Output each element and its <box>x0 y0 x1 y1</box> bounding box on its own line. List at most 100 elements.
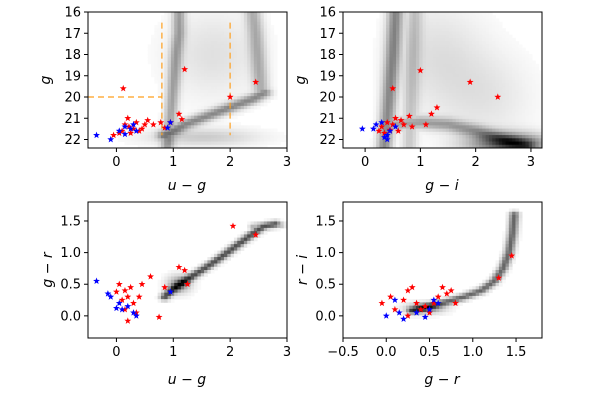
density-cell <box>502 70 506 74</box>
density-cell <box>180 31 185 36</box>
density-cell <box>230 54 235 58</box>
density-cell <box>270 67 275 71</box>
density-cell <box>512 240 516 245</box>
density-cell <box>214 138 218 142</box>
density-cell <box>220 260 225 264</box>
density-cell <box>200 54 205 58</box>
density-cell <box>376 96 380 100</box>
density-cell <box>459 41 463 45</box>
density-cell <box>485 28 490 32</box>
density-cell <box>485 92 490 97</box>
density-cell <box>492 54 496 58</box>
density-cell <box>273 50 278 55</box>
density-cell <box>432 28 437 32</box>
density-cell <box>237 240 241 245</box>
density-cell <box>485 99 490 104</box>
density-cell <box>406 73 410 78</box>
density-cell <box>372 63 377 68</box>
density-cell <box>482 60 487 65</box>
density-cell <box>435 57 440 61</box>
density-cell <box>210 76 215 81</box>
density-cell <box>197 89 202 94</box>
density-cell <box>399 112 404 117</box>
density-cell <box>243 237 248 242</box>
density-cell <box>439 128 443 133</box>
density-cell <box>174 31 178 36</box>
density-cell <box>442 70 447 74</box>
density-cell <box>449 128 453 133</box>
density-cell <box>379 18 384 23</box>
density-cell <box>465 37 470 42</box>
density-cell <box>502 60 506 65</box>
density-cell <box>406 83 410 87</box>
density-cell <box>469 131 473 136</box>
y-tick-label: 18 <box>319 48 336 63</box>
red-star-marker <box>494 93 502 100</box>
density-cell <box>445 118 450 123</box>
density-cell <box>217 37 222 42</box>
density-cell <box>263 144 268 148</box>
density-cell <box>157 41 162 45</box>
red-star-marker <box>127 283 135 291</box>
density-cell <box>505 253 510 258</box>
density-cell <box>512 244 516 248</box>
density-cell <box>184 41 188 45</box>
density-cell <box>263 141 268 146</box>
density-cell <box>257 234 261 239</box>
density-cell <box>237 54 241 58</box>
density-cell <box>415 299 420 303</box>
density-cell <box>204 18 208 23</box>
density-cell <box>455 15 460 19</box>
density-cell <box>435 138 440 142</box>
density-cell <box>250 41 255 45</box>
density-cell <box>227 12 232 16</box>
blue-star-marker <box>395 309 403 316</box>
density-cell <box>475 83 480 87</box>
density-cell <box>217 80 222 84</box>
density-cell <box>406 92 410 97</box>
density-cell <box>389 67 394 71</box>
density-cell <box>372 109 377 113</box>
density-cell <box>233 115 238 120</box>
density-cell <box>432 21 437 26</box>
density-cell <box>230 244 235 248</box>
density-cell <box>273 83 278 87</box>
density-cell <box>386 105 390 110</box>
density-cell <box>389 92 394 97</box>
density-cell <box>419 44 423 49</box>
density-cell <box>495 21 500 26</box>
density-cell <box>406 18 410 23</box>
density-cell <box>478 70 483 74</box>
density-cell <box>200 118 205 123</box>
density-cell <box>482 289 487 294</box>
density-cell <box>194 57 198 61</box>
density-cell <box>469 102 473 107</box>
density-cell <box>518 86 523 91</box>
density-cell <box>528 131 533 136</box>
density-cell <box>220 57 225 61</box>
density-cell <box>502 141 506 146</box>
density-cell <box>512 50 516 55</box>
density-cell <box>472 128 477 133</box>
density-cell <box>250 135 255 139</box>
density-cell <box>429 128 433 133</box>
density-cell <box>270 63 275 68</box>
density-cell <box>170 282 175 287</box>
density-cell <box>518 63 523 68</box>
density-cell <box>412 128 417 133</box>
density-cell <box>396 138 400 142</box>
density-cell <box>399 57 404 61</box>
density-cell <box>445 70 450 74</box>
density-cell <box>465 70 470 74</box>
density-cell <box>469 44 473 49</box>
density-cell <box>482 63 487 68</box>
density-cell <box>435 15 440 19</box>
density-cell <box>449 96 453 100</box>
density-cell <box>237 12 241 16</box>
density-cell <box>478 292 483 297</box>
density-cell <box>197 31 202 36</box>
density-cell <box>382 47 387 52</box>
density-cell <box>449 41 453 45</box>
density-cell <box>257 15 261 19</box>
density-cell <box>492 92 496 97</box>
